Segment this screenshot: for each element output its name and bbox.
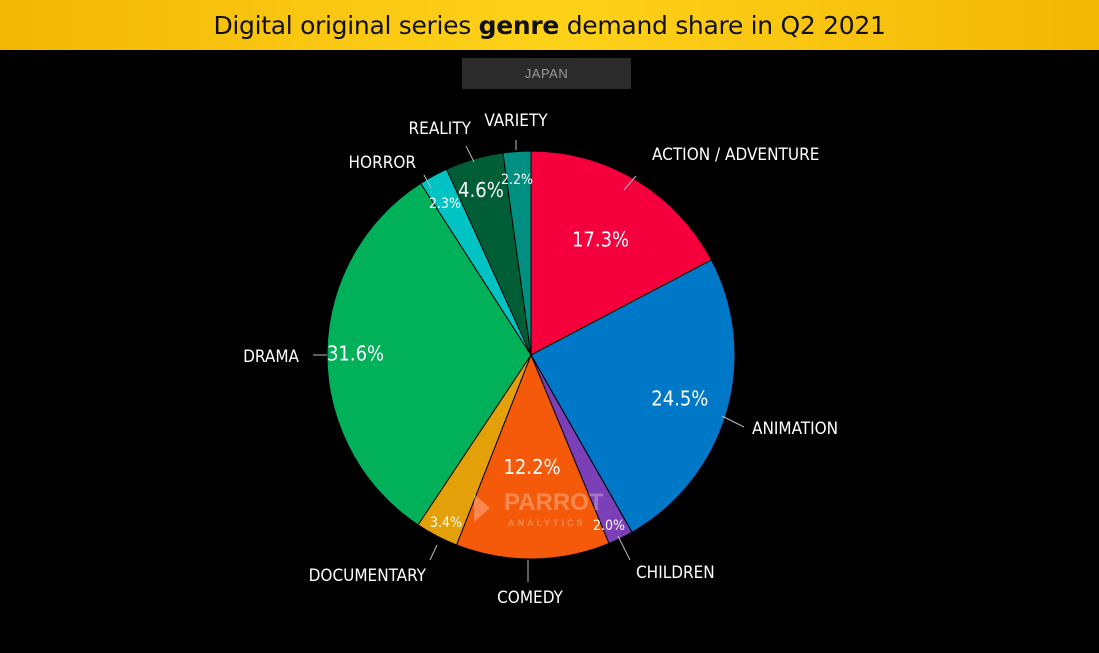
percent-label: 2.0% (593, 518, 625, 534)
percent-label: 31.6% (327, 342, 384, 366)
pie-slices (326, 150, 736, 560)
category-label: REALITY (409, 119, 472, 139)
percent-labels: 17.3% 24.5% 2.0% 12.2% 3.4% 31.6% 2.3%4.6%2.2% (327, 172, 708, 534)
leader-line (465, 145, 475, 163)
title-banner: Digital original series genre demand sha… (0, 0, 1099, 50)
category-label: CHILDREN (636, 563, 715, 583)
parrot-logo-icon (474, 494, 490, 522)
pie-slice-action-adventure (530, 150, 713, 356)
watermark-line2: ANALYTICS (508, 518, 586, 528)
leader-line (429, 544, 438, 561)
leader-line (623, 175, 637, 191)
region-tab: JAPAN (462, 58, 631, 89)
category-label: VARIETY (484, 111, 548, 131)
pie-slice-drama (326, 182, 532, 526)
category-label: DOCUMENTARY (309, 566, 427, 586)
percent-label: 4.6% (458, 178, 504, 202)
percent-label: 2.2% (501, 172, 533, 188)
percent-label: 3.4% (430, 515, 462, 531)
percent-label: 2.3% (429, 196, 461, 212)
watermark: PARROT ANALYTICS (474, 489, 604, 528)
watermark-line1: PARROT (504, 489, 604, 516)
leader-line (423, 174, 432, 189)
pie-slice-animation (530, 259, 736, 533)
title-part-2: demand share in Q2 2021 (559, 10, 886, 40)
category-label: ACTION / ADVENTURE (652, 145, 819, 165)
percent-label: 12.2% (503, 455, 560, 479)
category-labels: ACTION / ADVENTURE ANIMATION CHILDREN COMED… (243, 111, 838, 608)
percent-label: 17.3% (572, 228, 629, 252)
pie-slice-variety (502, 150, 532, 356)
leader-line (721, 415, 745, 428)
category-label: HORROR (349, 153, 417, 173)
title-part-1: Digital original series (213, 10, 479, 40)
leader-lines (313, 140, 745, 582)
category-label: COMEDY (497, 588, 563, 608)
category-label: DRAMA (243, 347, 299, 367)
title-part-bold: genre (478, 10, 560, 40)
category-label: ANIMATION (752, 419, 838, 439)
percent-label: 24.5% (651, 386, 708, 410)
pie-slice-comedy (455, 353, 610, 560)
chart-title: Digital original series genre demand sha… (213, 11, 885, 40)
leader-line (617, 535, 631, 561)
